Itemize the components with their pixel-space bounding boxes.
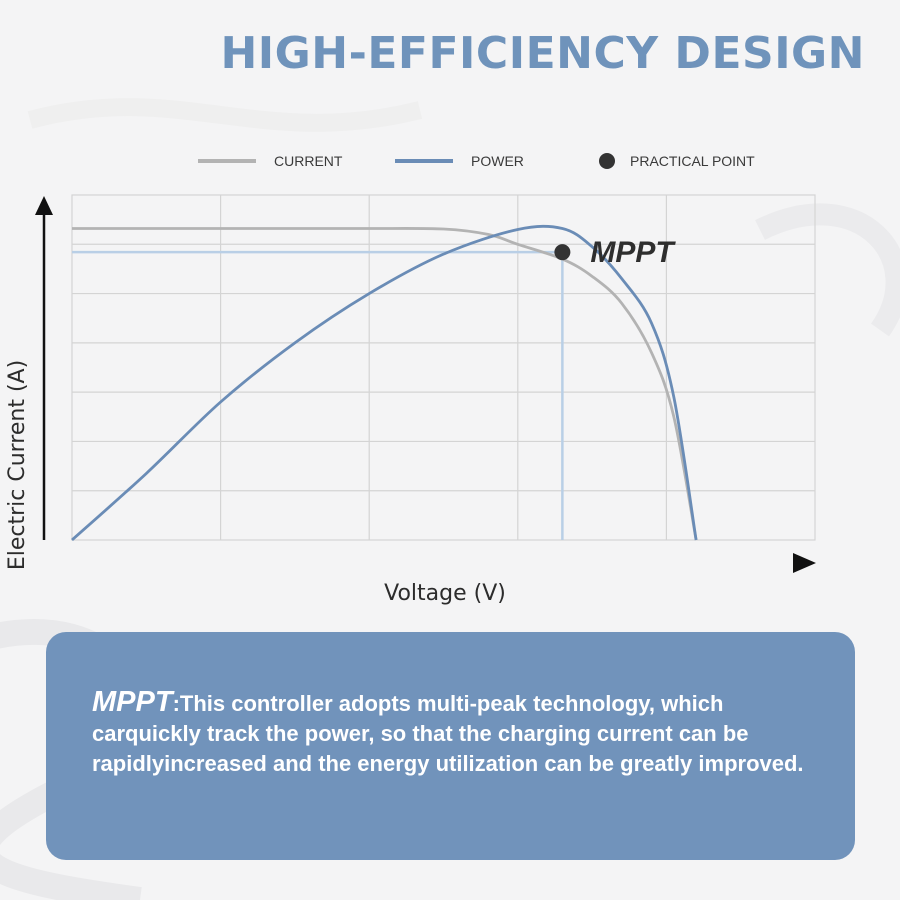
x-axis-arrow: [793, 553, 816, 573]
legend-item-current: CURRENT: [198, 153, 343, 169]
page-title: HIGH-EFFICIENCY DESIGN: [220, 28, 865, 79]
info-keyword: MPPT: [92, 686, 173, 718]
info-box: MPPT:This controller adopts multi-peak t…: [46, 632, 855, 860]
chart: CURRENT POWER PRACTICAL POINT Electric Cur…: [5, 153, 816, 606]
series-line-power: [71, 224, 698, 542]
info-paragraph: MPPT:This controller adopts multi-peak t…: [92, 687, 815, 779]
legend-swatch: [599, 153, 615, 169]
legend-label: POWER: [471, 153, 524, 169]
chart-grid: [71, 194, 816, 541]
legend-label: PRACTICAL POINT: [630, 153, 755, 169]
info-body: :This controller adopts multi-peak techn…: [92, 691, 804, 776]
legend-label: CURRENT: [274, 153, 343, 169]
y-axis-arrow: [35, 196, 53, 215]
legend: CURRENT POWER PRACTICAL POINT: [198, 153, 755, 169]
mppt-label: MPPT: [590, 236, 676, 269]
practical-point-dot: [554, 244, 571, 261]
legend-item-practical-point: PRACTICAL POINT: [599, 153, 755, 169]
mppt-guides: [72, 250, 564, 540]
series-line-current: [72, 227, 698, 541]
series-layer: [71, 224, 698, 542]
legend-item-power: POWER: [395, 153, 524, 169]
y-axis-label: Electric Current (A): [5, 360, 30, 570]
x-axis-label: Voltage (V): [384, 581, 506, 606]
grid-frame: [71, 194, 816, 541]
